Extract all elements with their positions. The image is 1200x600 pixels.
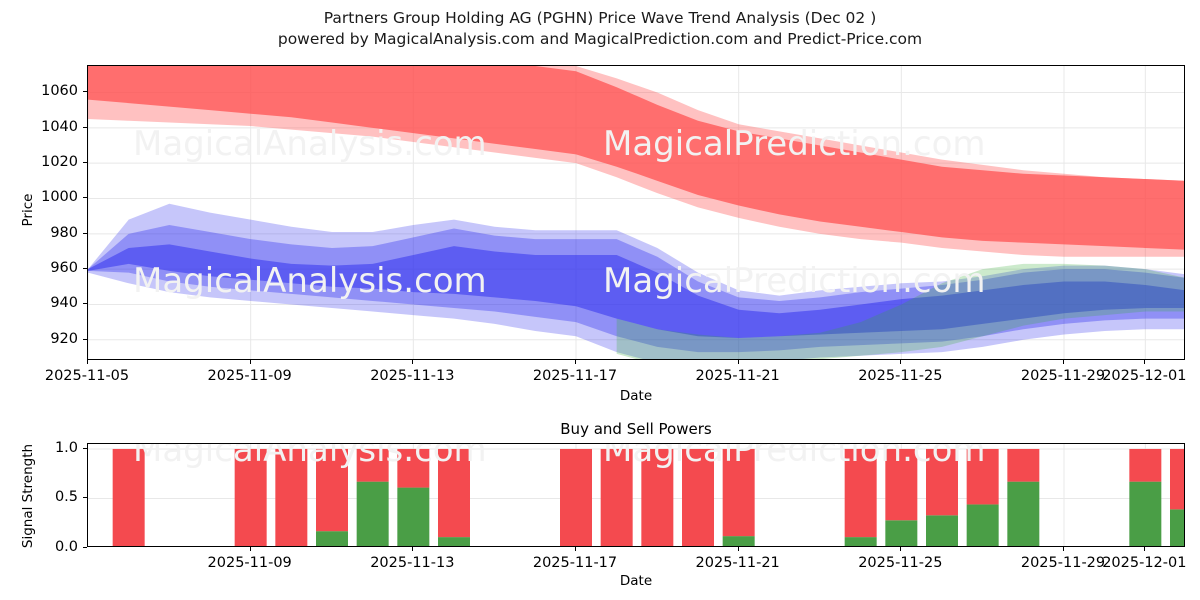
signal-bar-sell (438, 448, 470, 538)
signal-bar-sell (560, 448, 592, 546)
signal-xtick-label: 2025-11-29 (1020, 555, 1106, 571)
price-band-neutral-band (616, 263, 1184, 359)
signal-xtick-mark (1144, 547, 1146, 551)
price-xtick-mark (249, 360, 251, 364)
signal-bar-sell (316, 448, 348, 532)
signal-bar-sell (682, 448, 714, 546)
signal-bar-buy (438, 537, 470, 546)
signal-bar-sell (112, 448, 145, 546)
price-ytick-mark (83, 268, 87, 270)
price-xtick-label: 2025-11-13 (370, 368, 455, 384)
price-ytick-label: 1020 (41, 154, 78, 171)
price-ytick-mark (83, 162, 87, 164)
price-ytick-mark (83, 232, 87, 234)
price-xtick-mark (1063, 360, 1064, 364)
signal-xtick-mark (737, 547, 739, 551)
signal-xtick-mark (900, 547, 902, 551)
signal-bar-sell (397, 448, 430, 488)
price-xtick-label: 2025-11-05 (44, 368, 130, 384)
signal-xtick-label: 2025-11-09 (207, 555, 292, 571)
signal-ytick-label: 1.0 (54, 439, 78, 456)
price-ytick-mark (83, 303, 87, 305)
signal-bar-sell (1007, 448, 1040, 482)
signal-ytick-mark (83, 447, 87, 449)
price-xtick-label: 2025-12-01 (1102, 368, 1187, 384)
price-ytick-label: 940 (50, 295, 78, 312)
price-ytick-mark (83, 126, 87, 128)
price-xaxis-title: Date (619, 388, 653, 404)
signal-bar-buy (397, 487, 430, 546)
price-band-buy-band-narrow (88, 244, 1184, 339)
price-ytick-mark (83, 197, 87, 199)
signal-xtick-label: 2025-11-25 (858, 555, 943, 571)
price-ytick-label: 1060 (41, 83, 78, 100)
price-ytick-label: 980 (50, 224, 78, 241)
signal-xtick-mark (412, 547, 414, 551)
signal-chart-title: Buy and Sell Powers (560, 420, 712, 438)
signal-xtick-mark (1063, 547, 1064, 551)
signal-bar-sell (641, 448, 674, 546)
signal-bar-buy (1129, 481, 1162, 546)
signal-xtick-label: 2025-11-21 (695, 555, 780, 571)
price-xtick-mark (1144, 360, 1146, 364)
signal-ytick-label: 0.0 (54, 539, 78, 555)
signal-chart-axes: MagicalAnalysis.com MagicalPrediction.co… (87, 443, 1185, 547)
signal-bar-buy (356, 481, 389, 546)
price-xtick-label: 2025-11-25 (858, 368, 943, 384)
signal-bar-plot (88, 444, 1184, 546)
signal-bar-buy (1170, 509, 1184, 546)
price-ytick-mark (83, 91, 87, 93)
signal-bar-sell (234, 448, 267, 546)
price-chart-axes: MagicalAnalysis.com MagicalPrediction.co… (87, 65, 1185, 360)
price-ytick-label: 960 (50, 260, 78, 277)
price-ytick-label: 920 (50, 330, 78, 347)
chart-title-subtitle: powered by MagicalAnalysis.com and Magic… (277, 30, 923, 48)
signal-bar-sell (275, 448, 308, 546)
signal-bar-buy (966, 504, 999, 546)
signal-xtick-label: 2025-11-17 (532, 555, 618, 571)
signal-bar-sell (722, 448, 755, 537)
signal-bar-sell (1170, 448, 1184, 510)
price-xtick-label: 2025-11-09 (207, 368, 292, 384)
signal-bar-buy (316, 531, 348, 546)
signal-bar-buy (844, 537, 877, 546)
price-yaxis-title: Price (20, 193, 36, 227)
price-ytick-label: 1000 (41, 189, 78, 206)
signal-bar-sell (600, 448, 633, 546)
price-xtick-mark (900, 360, 902, 364)
price-band-sell-band-inner (88, 66, 1184, 250)
price-xtick-label: 2025-11-29 (1020, 368, 1106, 384)
chart-title-block: Partners Group Holding AG (PGHN) Price W… (0, 8, 1200, 50)
signal-xtick-mark (249, 547, 251, 551)
signal-xtick-label: 2025-12-01 (1102, 555, 1187, 571)
price-xtick-mark (87, 360, 88, 364)
signal-bar-sell (356, 448, 389, 482)
signal-ytick-mark (83, 547, 87, 548)
signal-ytick-mark (83, 497, 87, 499)
price-xtick-mark (412, 360, 414, 364)
signal-bar-sell (966, 448, 999, 505)
price-xtick-label: 2025-11-17 (532, 368, 618, 384)
signal-bar-sell (926, 448, 958, 516)
signal-bar-sell (885, 448, 918, 521)
signal-xtick-mark (575, 547, 576, 551)
signal-xtick-label: 2025-11-13 (370, 555, 455, 571)
price-ytick-label: 1040 (41, 118, 78, 135)
signal-bar-sell (1129, 448, 1162, 482)
price-xtick-mark (737, 360, 739, 364)
signal-bar-buy (722, 536, 755, 546)
signal-bar-buy (1007, 481, 1040, 546)
signal-bar-buy (926, 515, 958, 546)
price-xtick-label: 2025-11-21 (695, 368, 780, 384)
price-xtick-mark (575, 360, 576, 364)
signal-yaxis-title: Signal Strength (20, 443, 36, 549)
signal-bar-buy (885, 520, 918, 546)
price-band-plot (88, 66, 1184, 359)
signal-ytick-label: 0.5 (54, 489, 78, 506)
price-ytick-mark (83, 338, 87, 340)
signal-bar-sell (844, 448, 877, 538)
chart-title-main: Partners Group Holding AG (PGHN) Price W… (323, 9, 877, 27)
signal-xaxis-title: Date (619, 573, 653, 589)
